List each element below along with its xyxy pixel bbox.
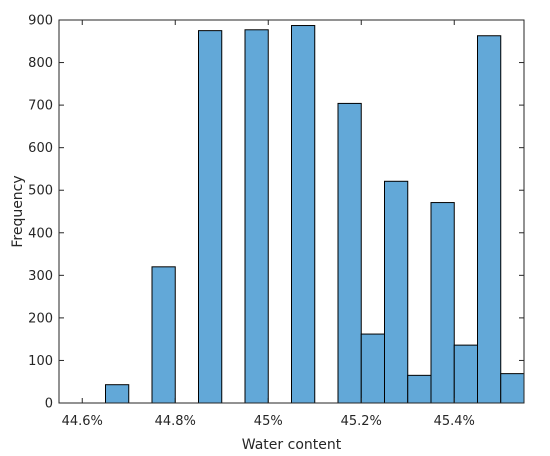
histogram-bar-0	[105, 384, 130, 404]
y-tick-label-4: 400	[28, 226, 53, 241]
histogram-bar-8	[407, 374, 432, 404]
x-tick-label-0: 44.6%	[62, 414, 103, 429]
y-tick-label-3: 300	[28, 269, 53, 284]
histogram-bar-7	[384, 180, 409, 404]
plot-frame	[58, 19, 525, 404]
y-tick-label-5: 500	[28, 184, 53, 199]
y-tick-label-2: 200	[28, 311, 53, 326]
y-tick-label-6: 600	[28, 141, 53, 156]
y-tick-label-1: 100	[28, 354, 53, 369]
x-tick-label-4: 45.4%	[434, 414, 475, 429]
histogram-bar-5	[337, 102, 362, 404]
x-tick-label-1: 44.8%	[155, 414, 196, 429]
histogram-bar-10	[453, 344, 478, 404]
histogram-bar-9	[430, 202, 455, 404]
y-tick-label-0: 0	[45, 397, 53, 412]
y-tick-label-7: 700	[28, 99, 53, 114]
histogram-bar-1	[151, 266, 176, 404]
x-axis-label: Water content	[242, 437, 342, 453]
ticks-layer: 44.6% 44.8% 45% 45.2% 45.4% 0 100 200 300 400 500 6…	[28, 14, 524, 429]
bars-layer	[105, 25, 525, 404]
histogram-bar-3	[244, 29, 269, 404]
x-tick-label-3: 45.2%	[341, 414, 382, 429]
histogram-bar-12	[500, 373, 525, 404]
histogram-bar-6	[360, 333, 385, 404]
histogram-bar-11	[477, 35, 502, 404]
histogram-bar-4	[291, 25, 316, 404]
y-axis-label: Frequency	[10, 175, 26, 247]
x-tick-label-2: 45%	[254, 414, 283, 429]
histogram-bar-2	[198, 30, 223, 404]
y-tick-label-8: 800	[28, 56, 53, 71]
y-tick-label-9: 900	[28, 14, 53, 29]
